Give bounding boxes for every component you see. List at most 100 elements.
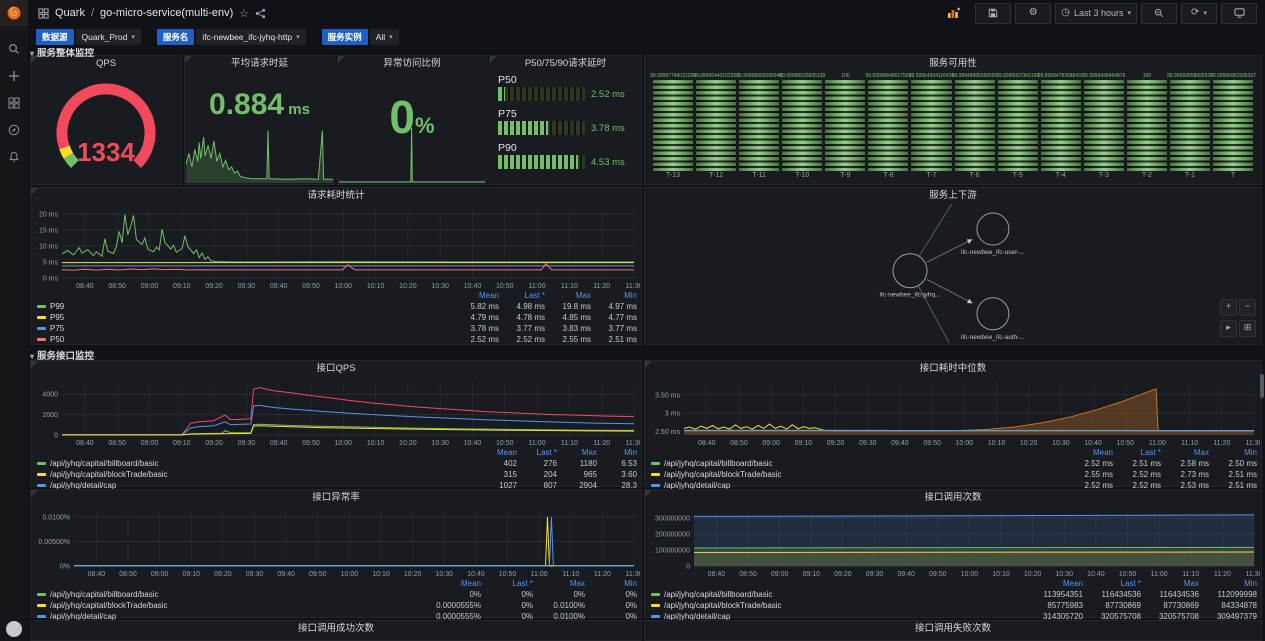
legend-stat-header[interactable]: Last *	[1120, 579, 1141, 588]
legend-stat-header[interactable]: Last *	[524, 291, 545, 300]
svg-text:10:00: 10:00	[335, 283, 353, 290]
grafana-logo[interactable]	[0, 0, 28, 26]
alerting-icon[interactable]	[7, 150, 21, 164]
legend-series-name[interactable]: /api/jyhq/capital/billboard/basic	[651, 589, 1025, 600]
create-icon[interactable]	[7, 69, 21, 83]
legend-series-name[interactable]: /api/jyhq/capital/billboard/basic	[651, 458, 1065, 469]
legend-series-name[interactable]: /api/jyhq/capital/blockTrade/basic	[651, 600, 1025, 611]
legend-series-name[interactable]: /api/jyhq/capital/billboard/basic	[37, 458, 477, 469]
legend-series-name[interactable]: /api/jyhq/detail/cap	[651, 611, 1025, 622]
legend-stat-header[interactable]: Min	[624, 291, 637, 300]
section-overall-monitoring[interactable]: ▾ 服务整体监控	[30, 48, 95, 59]
page-scrollbar-thumb[interactable]	[1260, 374, 1264, 398]
pan-button[interactable]: ▸	[1220, 320, 1237, 337]
share-icon[interactable]	[255, 8, 266, 19]
legend-stat-header[interactable]: Mean	[1062, 579, 1083, 588]
breadcrumb-dashboard-title[interactable]: go-micro-service(multi-env)	[100, 7, 234, 19]
dashboards-icon[interactable]	[7, 96, 21, 110]
panel-title[interactable]: 接口耗时中位数	[919, 363, 987, 374]
legend-stat-header[interactable]: Mean	[460, 579, 481, 588]
zoom-out-time-button[interactable]	[1141, 2, 1177, 24]
star-icon[interactable]: ☆	[239, 7, 250, 20]
panel-title[interactable]: 异常访问比例	[383, 58, 441, 69]
svg-text:08:50: 08:50	[108, 283, 126, 290]
legend-series-name[interactable]: P99	[37, 301, 453, 312]
variable-value-dropdown[interactable]: ifc-newbee_ifc-jyhq-http ▾	[196, 29, 306, 45]
legend-stat-header[interactable]: Mean	[1092, 448, 1113, 457]
legend-stat-value: 3.78 ms	[470, 324, 499, 333]
legend-stat-value: 0.0000555%	[436, 601, 481, 610]
legend-stat-header[interactable]: Mean	[478, 291, 499, 300]
panel-info-corner[interactable]	[338, 56, 345, 63]
legend-stat-header[interactable]: Max	[569, 579, 585, 588]
legend-stat-header[interactable]: Mean	[496, 448, 517, 457]
help-avatar[interactable]	[6, 621, 22, 637]
legend-series-name[interactable]: /api/jyhq/capital/blockTrade/basic	[37, 469, 477, 480]
svg-text:11:20: 11:20	[593, 440, 610, 447]
panel-info-corner[interactable]	[31, 361, 38, 368]
legend-stat-header[interactable]: Last *	[1140, 448, 1161, 457]
svg-text:10:40: 10:40	[1087, 571, 1105, 578]
legend-series-name[interactable]: /api/jyhq/capital/blockTrade/basic	[651, 469, 1065, 480]
variable-value-dropdown[interactable]: Quark_Prod ▾	[75, 29, 141, 45]
panel-info-corner[interactable]	[31, 188, 38, 195]
legend-stat-header[interactable]: Min	[1244, 579, 1257, 588]
legend-series-name[interactable]: /api/jyhq/detail/cap	[651, 480, 1065, 491]
legend-stat-header[interactable]: Min	[624, 579, 637, 588]
legend-series-name[interactable]: /api/jyhq/capital/billboard/basic	[37, 589, 429, 600]
legend-series-name[interactable]: /api/jyhq/detail/cap	[37, 611, 429, 622]
svg-text:20 ms: 20 ms	[39, 211, 59, 218]
availability-bar: 99.99990648017502 T-8	[865, 73, 911, 181]
topology-node-graph[interactable]: ifc-newbee_ifc-jyhq... ifc-newbee_ifc-use…	[646, 204, 1260, 343]
kiosk-mode-button[interactable]	[1221, 2, 1257, 24]
refresh-interval-chevron-icon[interactable]: ▾	[1203, 10, 1207, 17]
panel-title[interactable]: 请求耗时统计	[307, 190, 365, 201]
dashboard-settings-button[interactable]: ⚙	[1015, 2, 1052, 24]
search-icon[interactable]	[7, 42, 21, 56]
panel-title[interactable]: 接口调用成功次数	[297, 623, 374, 634]
panel-title[interactable]: 服务上下游	[929, 190, 977, 201]
add-panel-button[interactable]	[937, 4, 971, 23]
zoom-out-button[interactable]: −	[1239, 299, 1256, 316]
legend-series-name[interactable]: P50	[37, 334, 453, 345]
legend-series-name[interactable]: P95	[37, 312, 453, 323]
legend-series-name[interactable]: /api/jyhq/capital/blockTrade/basic	[37, 600, 429, 611]
zoom-in-button[interactable]: +	[1220, 299, 1237, 316]
panel-title[interactable]: 接口调用次数	[924, 492, 982, 503]
panel-title[interactable]: 接口QPS	[316, 363, 356, 374]
panel-title[interactable]: 服务可用性	[929, 58, 977, 69]
legend-stat-header[interactable]: Min	[624, 448, 637, 457]
panel-info-corner[interactable]	[185, 56, 192, 63]
legend-stat-header[interactable]: Last *	[512, 579, 533, 588]
breadcrumb-app[interactable]: Quark	[55, 7, 85, 19]
panel-info-corner[interactable]	[490, 56, 497, 63]
panel-title[interactable]: 接口异常率	[312, 492, 360, 503]
legend-series-name[interactable]: /api/jyhq/detail/cap	[37, 480, 477, 491]
section-interface-monitoring[interactable]: ▾ 服务接口监控	[30, 351, 95, 362]
legend-stat-header[interactable]: Min	[1244, 448, 1257, 457]
save-dashboard-button[interactable]	[975, 2, 1012, 24]
panel-title[interactable]: 接口调用失败次数	[914, 623, 991, 634]
variable-service: 服务名 ifc-newbee_ifc-jyhq-http ▾	[156, 29, 306, 45]
legend-stat-header[interactable]: Max	[581, 448, 597, 457]
panel-info-corner[interactable]	[31, 490, 38, 497]
variable-value-dropdown[interactable]: All ▾	[369, 29, 399, 45]
panel-info-corner[interactable]	[31, 56, 38, 63]
panel-title[interactable]: 平均请求时延	[230, 58, 288, 69]
time-range-picker[interactable]: ◷ Last 3 hours ▾	[1055, 2, 1137, 24]
panel-title[interactable]: QPS	[95, 58, 117, 69]
panel-info-corner[interactable]	[645, 361, 652, 368]
legend-stat-header[interactable]: Max	[1183, 579, 1199, 588]
refresh-button[interactable]: ⟳ ▾	[1181, 2, 1217, 24]
legend-series-name[interactable]: P75	[37, 323, 453, 334]
svg-text:11:30: 11:30	[1246, 571, 1261, 578]
legend-stat-header[interactable]: Max	[1193, 448, 1209, 457]
panel-info-corner[interactable]	[645, 490, 652, 497]
panel-title[interactable]: P50/75/90请求延时	[524, 58, 607, 69]
svg-text:11:00: 11:00	[1149, 440, 1166, 447]
legend-stat-header[interactable]: Max	[575, 291, 591, 300]
layout-grid-button[interactable]: ⊞	[1239, 320, 1256, 337]
explore-icon[interactable]	[7, 123, 21, 137]
legend-stat-header[interactable]: Last *	[536, 448, 557, 457]
svg-text:09:20: 09:20	[827, 440, 845, 447]
